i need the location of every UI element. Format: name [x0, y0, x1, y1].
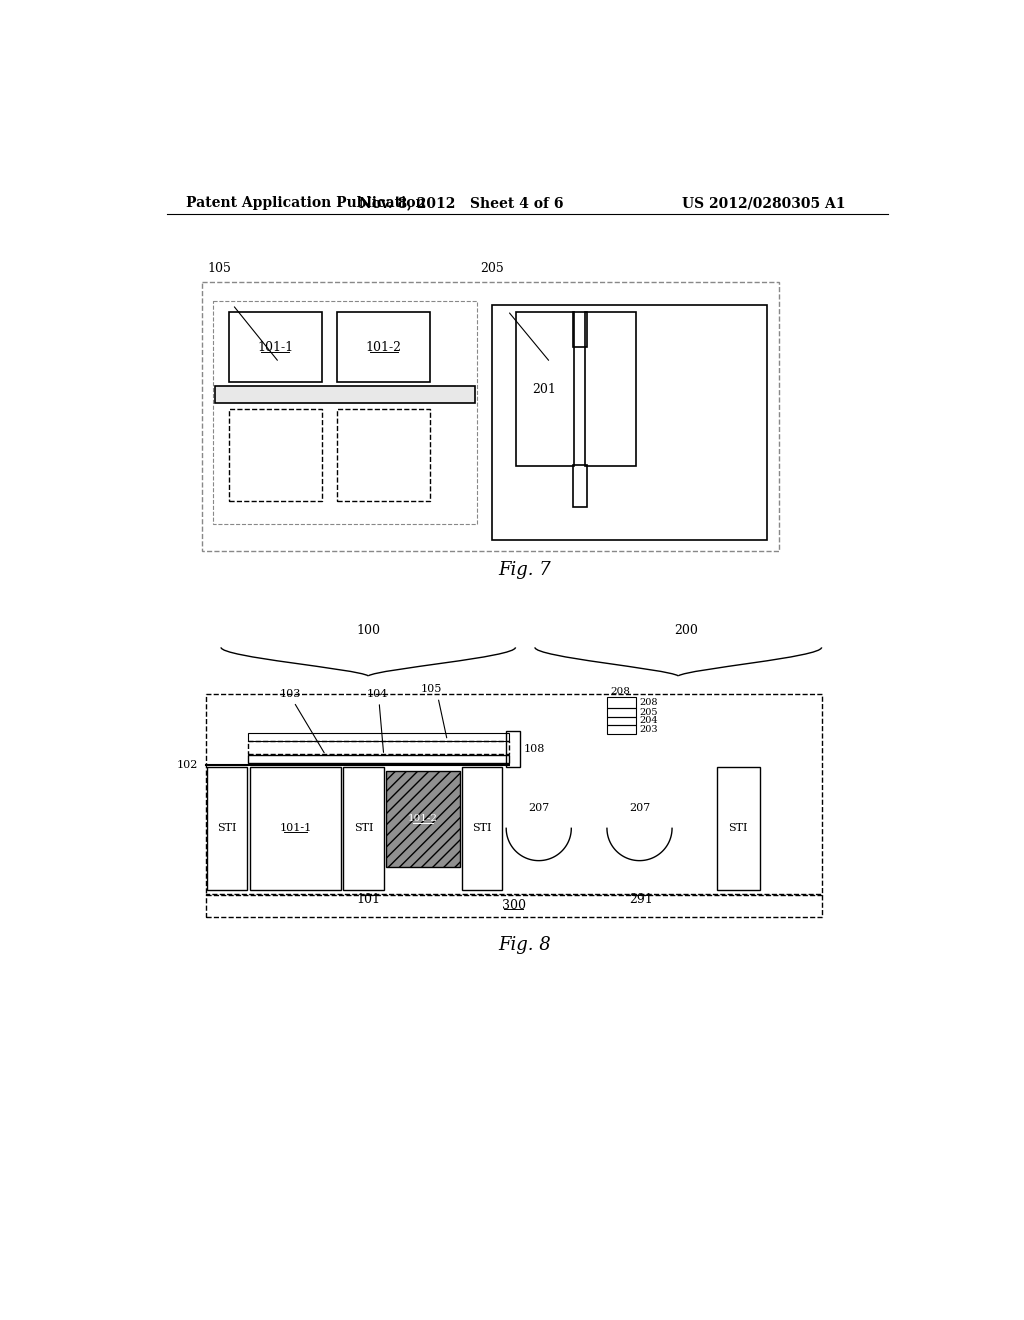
Text: Fig. 8: Fig. 8 [499, 936, 551, 954]
Text: 104: 104 [367, 689, 388, 700]
Bar [506, 731, 520, 767]
Text: 100: 100 [356, 624, 380, 638]
Text: STI: STI [354, 824, 374, 833]
Text: 105: 105 [208, 263, 231, 276]
Bar [462, 767, 503, 890]
Text: 207: 207 [629, 803, 650, 813]
Bar [572, 465, 587, 507]
Text: US 2012/0280305 A1: US 2012/0280305 A1 [682, 197, 845, 210]
Bar [607, 708, 636, 717]
Text: 203: 203 [640, 725, 658, 734]
Bar [386, 771, 460, 867]
Text: 101-2: 101-2 [366, 341, 401, 354]
Bar [248, 741, 509, 755]
Bar [607, 725, 636, 734]
Text: 205: 205 [640, 708, 658, 717]
Bar [228, 409, 322, 502]
Bar [250, 767, 341, 890]
Bar [717, 767, 760, 890]
Text: 101-2: 101-2 [408, 814, 438, 824]
Text: 101-1: 101-1 [257, 341, 293, 354]
Bar [607, 717, 636, 725]
Bar [343, 767, 384, 890]
Text: 201: 201 [532, 383, 556, 396]
Bar [206, 693, 821, 895]
Bar [515, 313, 573, 466]
Text: Patent Application Publication: Patent Application Publication [186, 197, 426, 210]
Text: 207: 207 [528, 803, 549, 813]
Text: 102: 102 [176, 760, 198, 770]
Bar [337, 409, 430, 502]
Text: STI: STI [472, 824, 492, 833]
Text: 300: 300 [502, 899, 525, 912]
Text: 200: 200 [674, 624, 698, 638]
Bar [607, 697, 636, 708]
Text: 204: 204 [640, 717, 658, 726]
Text: 208: 208 [640, 698, 658, 708]
Text: 208: 208 [610, 686, 630, 696]
Text: 101-1: 101-1 [280, 824, 311, 833]
Text: STI: STI [217, 824, 237, 833]
Bar [248, 733, 509, 741]
Bar [572, 313, 587, 347]
Text: Nov. 8, 2012   Sheet 4 of 6: Nov. 8, 2012 Sheet 4 of 6 [359, 197, 563, 210]
Bar [206, 894, 821, 917]
Text: 105: 105 [421, 684, 442, 694]
Bar [228, 313, 322, 381]
Text: STI: STI [728, 824, 749, 833]
Text: Fig. 7: Fig. 7 [499, 561, 551, 579]
Bar [586, 313, 636, 466]
Bar [248, 755, 509, 763]
Bar [207, 767, 248, 890]
Bar [337, 313, 430, 381]
Text: 101: 101 [356, 894, 380, 907]
Text: 103: 103 [280, 689, 301, 700]
Text: 291: 291 [629, 894, 653, 907]
Bar [215, 387, 475, 404]
Text: 108: 108 [523, 744, 545, 754]
Text: 205: 205 [480, 263, 505, 276]
